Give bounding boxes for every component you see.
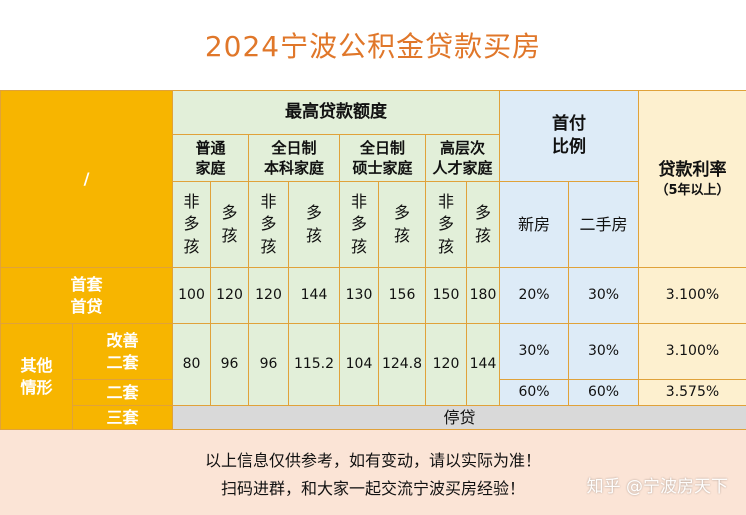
loan-value: 130 [339,267,379,324]
non-multi-child-header: 非多孩 [172,181,211,268]
loan-value: 120 [248,267,289,324]
row-label-other: 其他 情形 [0,323,73,430]
new-house-header: 新房 [499,181,569,268]
max-loan-header: 最高贷款额度 [172,90,500,135]
loan-value: 120 [210,267,249,324]
down-payment-second-hand: 60% [568,379,639,406]
down-payment-second-hand: 30% [568,267,639,324]
second-hand-header: 二手房 [568,181,639,268]
row-label-second-home: 二套 [72,379,173,406]
corner-cell: / [0,90,173,268]
loan-value: 144 [466,323,500,406]
notes-panel: 以上信息仅供参考，如有变动，请以实际为准！ 扫码进群，和大家一起交流宁波买房经验… [0,430,746,515]
loan-value: 100 [172,267,211,324]
row-label-improve: 改善 二套 [72,323,173,380]
category-bachelor: 全日制 本科家庭 [248,134,340,182]
down-payment-new: 30% [499,323,569,380]
loan-value: 115.2 [288,323,340,406]
rate-value: 3.100% [638,267,746,324]
note-line-1: 以上信息仅供参考，如有变动，请以实际为准！ [204,450,541,470]
loan-value: 80 [172,323,211,406]
multi-child-header: 多孩 [210,181,249,268]
row-label-third-home: 三套 [72,405,173,430]
category-talent: 高层次 人才家庭 [425,134,500,182]
loan-value: 150 [425,267,467,324]
row-label-first-home: 首套 首贷 [0,267,173,324]
note-line-2: 扫码进群，和大家一起交流宁波买房经验！ [220,478,525,498]
rate-header: 贷款利率 （5年以上） [638,90,746,268]
loan-value: 180 [466,267,500,324]
loan-value: 104 [339,323,379,406]
multi-child-header: 多孩 [288,181,340,268]
loan-value: 96 [210,323,249,406]
rate-value: 3.100% [638,323,746,380]
multi-child-header: 多孩 [378,181,426,268]
loan-value: 156 [378,267,426,324]
category-master: 全日制 硕士家庭 [339,134,426,182]
down-payment-second-hand: 30% [568,323,639,380]
down-payment-new: 20% [499,267,569,324]
non-multi-child-header: 非多孩 [425,181,467,268]
watermark: 知乎 @宁波房天下 [586,477,728,497]
multi-child-header: 多孩 [466,181,500,268]
loan-value: 120 [425,323,467,406]
down-payment-header: 首付 比例 [499,90,639,182]
loan-value: 124.8 [378,323,426,406]
rate-value: 3.575% [638,379,746,406]
loan-value: 96 [248,323,289,406]
category-ordinary: 普通 家庭 [172,134,249,182]
page-title: 2024宁波公积金贷款买房 [204,30,542,63]
down-payment-new: 60% [499,379,569,406]
loan-value: 144 [288,267,340,324]
non-multi-child-header: 非多孩 [248,181,289,268]
loan-suspended: 停贷 [172,405,746,430]
loan-table: / 最高贷款额度 首付 比例 贷款利率 （5年以上） 普通 家庭 全日制 本科家庭 … [0,90,746,430]
non-multi-child-header: 非多孩 [339,181,379,268]
